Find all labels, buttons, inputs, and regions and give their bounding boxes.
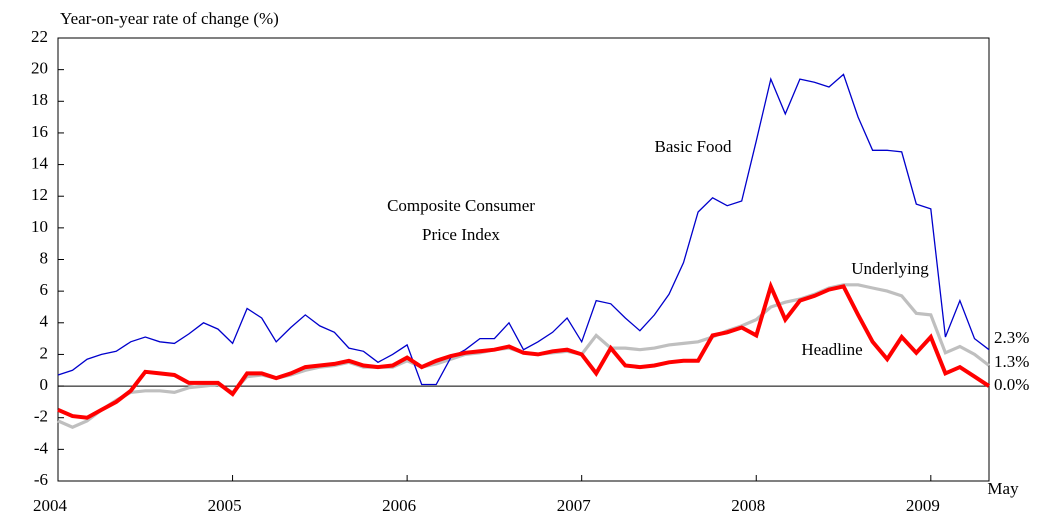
y-tick-label: 12 [31, 185, 48, 204]
end-value-label: 2.3% [994, 328, 1029, 347]
y-tick-label: -2 [34, 407, 48, 426]
x-tick-label: 2004 [33, 496, 68, 515]
y-tick-label: 18 [31, 90, 48, 109]
x-tick-label: May [987, 479, 1019, 498]
y-tick-label: 14 [31, 153, 49, 172]
x-tick-label: 2007 [557, 496, 592, 515]
series-label: Headline [801, 340, 862, 359]
annotation: Price Index [422, 225, 500, 244]
x-tick-label: 2008 [731, 496, 765, 515]
x-tick-label: 2009 [906, 496, 940, 515]
y-tick-label: 20 [31, 59, 48, 78]
plot-frame [57, 37, 990, 482]
x-tick-label: 2006 [382, 496, 416, 515]
series-line [57, 280, 991, 420]
y-tick-label: -4 [34, 438, 49, 457]
y-tick-label: 2 [40, 343, 49, 362]
y-tick-label: 22 [31, 27, 48, 46]
x-tick-label: 2005 [208, 496, 242, 515]
y-tick-label: 16 [31, 122, 48, 141]
end-value-label: 1.3% [994, 352, 1029, 371]
y-axis-title: Year-on-year rate of change (%) [60, 9, 279, 28]
series-label: Basic Food [655, 137, 732, 156]
series-label: Underlying [851, 259, 929, 278]
series-line [57, 73, 990, 386]
y-tick-label: 10 [31, 217, 48, 236]
y-tick-label: 6 [40, 280, 49, 299]
y-tick-label: 0 [40, 375, 49, 394]
y-tick-label: 4 [40, 312, 49, 331]
end-value-label: 0.0% [994, 375, 1029, 394]
y-tick-label: 8 [40, 248, 49, 267]
y-tick-label: -6 [34, 470, 48, 489]
annotation: Composite Consumer [387, 196, 535, 215]
